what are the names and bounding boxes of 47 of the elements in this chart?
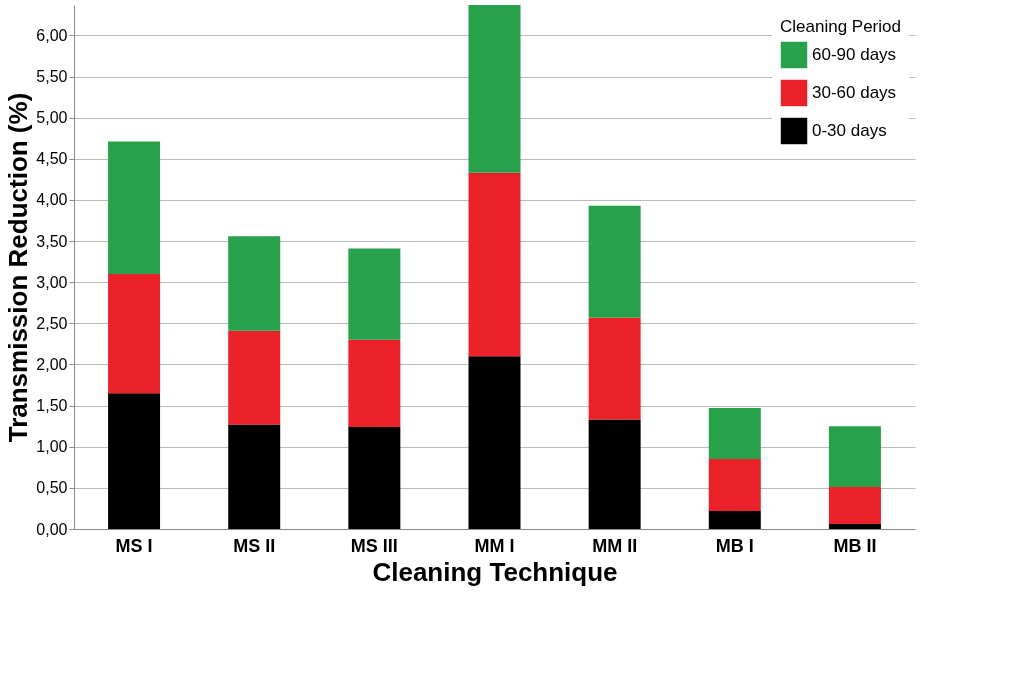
legend-label: 60-90 days: [812, 45, 897, 64]
bar: [468, 172, 521, 357]
y-tick-label: 0,00: [36, 520, 68, 538]
y-tick-label: 4,00: [36, 191, 68, 209]
y-tick-label: 2,50: [36, 314, 68, 332]
x-tick-label: MB II: [833, 535, 877, 556]
bar: [708, 408, 761, 460]
y-tick-label: 1,50: [36, 397, 68, 415]
legend-label: 0-30 days: [812, 121, 887, 140]
bar: [708, 510, 761, 529]
y-tick-label: 3,00: [36, 273, 68, 291]
bar: [828, 524, 881, 529]
bar: [108, 393, 161, 529]
bar: [468, 356, 521, 529]
legend-title: Cleaning Period: [780, 17, 901, 36]
y-tick-label: 5,00: [36, 109, 68, 127]
bar: [828, 487, 881, 525]
legend-label: 30-60 days: [812, 83, 897, 102]
x-tick-label: MS II: [233, 535, 276, 556]
y-tick-label: 5,50: [36, 68, 68, 86]
bar: [708, 459, 761, 511]
y-tick-label: 6,00: [36, 26, 68, 44]
y-tick-label: 1,00: [36, 438, 68, 456]
y-tick-label: 0,50: [36, 479, 68, 497]
bar: [348, 248, 401, 340]
bar: [348, 339, 401, 427]
bar: [588, 205, 641, 318]
bar: [828, 426, 881, 488]
x-tick-label: MM II: [592, 535, 638, 556]
y-axis-title: Transmission Reduction (%): [3, 92, 34, 443]
x-tick-label: MM I: [474, 535, 515, 556]
bar: [228, 330, 281, 425]
x-tick-label: MS I: [115, 535, 153, 556]
x-tick-label: MS III: [350, 535, 398, 556]
bar: [228, 424, 281, 529]
bar: [348, 427, 401, 529]
bar: [108, 141, 161, 274]
y-tick-label: 3,50: [36, 232, 68, 250]
bar: [588, 419, 641, 529]
bar: [108, 273, 161, 394]
x-tick-label: MB I: [715, 535, 754, 556]
bar: [228, 236, 281, 331]
bar: [588, 317, 641, 420]
y-tick-label: 4,50: [36, 150, 68, 168]
y-tick-label: 2,00: [36, 355, 68, 373]
x-axis-title: Cleaning Technique: [372, 556, 618, 587]
bar: [468, 5, 521, 173]
